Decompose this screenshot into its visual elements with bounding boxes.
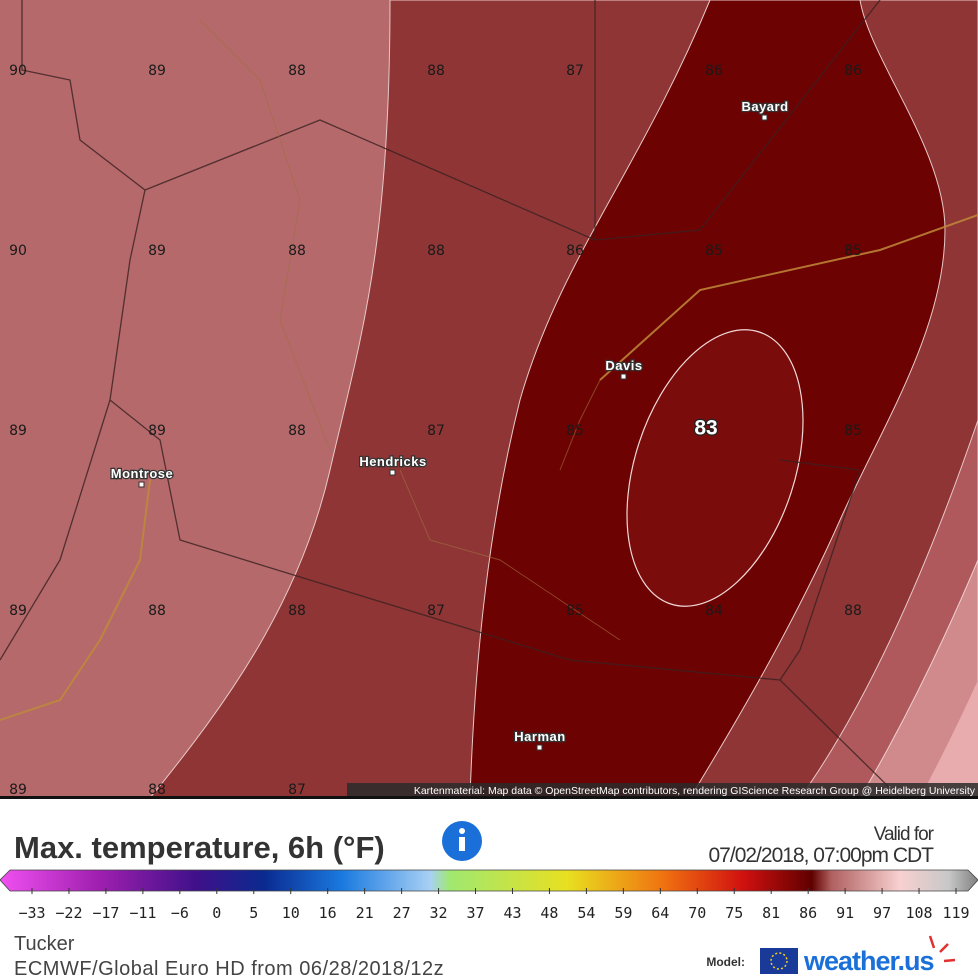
temp-band: [920, 680, 978, 798]
temperature-label: 89: [9, 423, 27, 439]
temperature-label: 85: [844, 243, 862, 259]
temperature-label: 86: [844, 63, 862, 79]
temperature-label: 90: [9, 243, 27, 259]
temperature-label: 88: [427, 63, 445, 79]
scale-label: 10: [282, 904, 300, 922]
town-label: Davis: [605, 358, 642, 373]
temperature-label: 88: [148, 603, 166, 619]
scale-label: 70: [688, 904, 706, 922]
scale-label: 54: [577, 904, 595, 922]
scale-label: −6: [171, 904, 189, 922]
scale-label: 59: [614, 904, 632, 922]
temperature-label: 89: [9, 603, 27, 619]
temperature-label: 88: [288, 603, 306, 619]
scale-label: −22: [55, 904, 82, 922]
attribution-bg: [347, 783, 978, 798]
temperature-label: 85: [566, 603, 584, 619]
temperature-label: 85: [566, 423, 584, 439]
scale-label: −17: [92, 904, 119, 922]
scale-label: 16: [319, 904, 337, 922]
temperature-label: 88: [844, 603, 862, 619]
scale-label: 37: [466, 904, 484, 922]
info-button[interactable]: [442, 821, 482, 861]
temperature-label: 90: [9, 63, 27, 79]
brand-logo: [928, 935, 956, 963]
eu-flag: [760, 948, 798, 974]
roads: [0, 214, 978, 721]
scale-label: 97: [873, 904, 891, 922]
town-marker: [138, 481, 145, 488]
attribution: Kartenmaterial: Map data © OpenStreetMap…: [414, 785, 976, 797]
scale-label: 119: [942, 904, 969, 922]
location: Tucker: [14, 933, 75, 955]
scale-label: −33: [18, 904, 45, 922]
color-bar: [0, 869, 978, 892]
town-marker: [761, 114, 768, 121]
town-label: Hendricks: [359, 454, 426, 469]
min-temperature-label: 83: [694, 417, 717, 440]
scale-labels: −33 −22 −17 −11 −6 0 5 10 16 21 27 32 37 43 48 54 59 64 70…: [18, 888, 970, 922]
temperature-labels: 90 89 88 88 87 86 86 90 89 88 88 86 85 85 89 89 88 87 85 83…: [9, 63, 862, 798]
temperature-label: 89: [148, 243, 166, 259]
model-run: ECMWF/Global Euro HD from 06/28/2018/12z: [14, 958, 444, 978]
towns: Bayard Davis Hendricks Montrose Harman: [110, 98, 789, 751]
temperature-label: 88: [148, 782, 166, 798]
temperature-label: 85: [844, 423, 862, 439]
temperature-label: 89: [148, 423, 166, 439]
scale-label: 21: [356, 904, 374, 922]
temperature-label: 89: [148, 63, 166, 79]
temperature-label: 85: [705, 243, 723, 259]
temperature-label: 86: [705, 63, 723, 79]
town-label: Harman: [514, 729, 565, 744]
town-label: Bayard: [741, 99, 788, 114]
scale-label: −11: [129, 904, 156, 922]
temperature-label: 88: [288, 243, 306, 259]
borders: [0, 0, 901, 798]
scale-label: 5: [249, 904, 258, 922]
scale-label: 81: [762, 904, 780, 922]
temperature-label: 89: [9, 782, 27, 798]
temperature-label: 88: [288, 423, 306, 439]
temperature-label: 86: [566, 243, 584, 259]
title: Max. temperature, 6h (°F): [14, 830, 385, 865]
map: 90 89 88 88 87 86 86 90 89 88 88 86 85 85 89 89 88 87 85 83…: [0, 0, 978, 798]
scale-label: 27: [393, 904, 411, 922]
scale-label: 86: [799, 904, 817, 922]
valid-time: 07/02/2018, 07:00pm CDT: [709, 844, 935, 867]
eu-stars: [770, 952, 788, 970]
town-label: Montrose: [111, 466, 174, 481]
scale-label: 64: [651, 904, 669, 922]
town-marker: [389, 469, 396, 476]
scale-label: 0: [212, 904, 221, 922]
temperature-label: 87: [427, 603, 445, 619]
divider: [0, 796, 978, 799]
valid-label: Valid for: [874, 824, 935, 845]
scale-label: 75: [725, 904, 743, 922]
temp-band: [626, 329, 804, 607]
scale-label: 108: [905, 904, 932, 922]
temperature-label: 87: [427, 423, 445, 439]
brand: weather.us: [803, 946, 934, 976]
roads: [199, 19, 621, 641]
scale-label: 43: [503, 904, 521, 922]
temperature-label: 88: [288, 63, 306, 79]
scale-label: 48: [540, 904, 558, 922]
temperature-label: 84: [705, 603, 723, 619]
town-marker: [620, 373, 627, 380]
temperature-label: 88: [427, 243, 445, 259]
scale-label: 32: [430, 904, 448, 922]
model-label: Model:: [706, 955, 745, 969]
town-marker: [536, 744, 543, 751]
temperature-label: 87: [288, 782, 306, 798]
temperature-label: 87: [566, 63, 584, 79]
scale-label: 91: [836, 904, 854, 922]
